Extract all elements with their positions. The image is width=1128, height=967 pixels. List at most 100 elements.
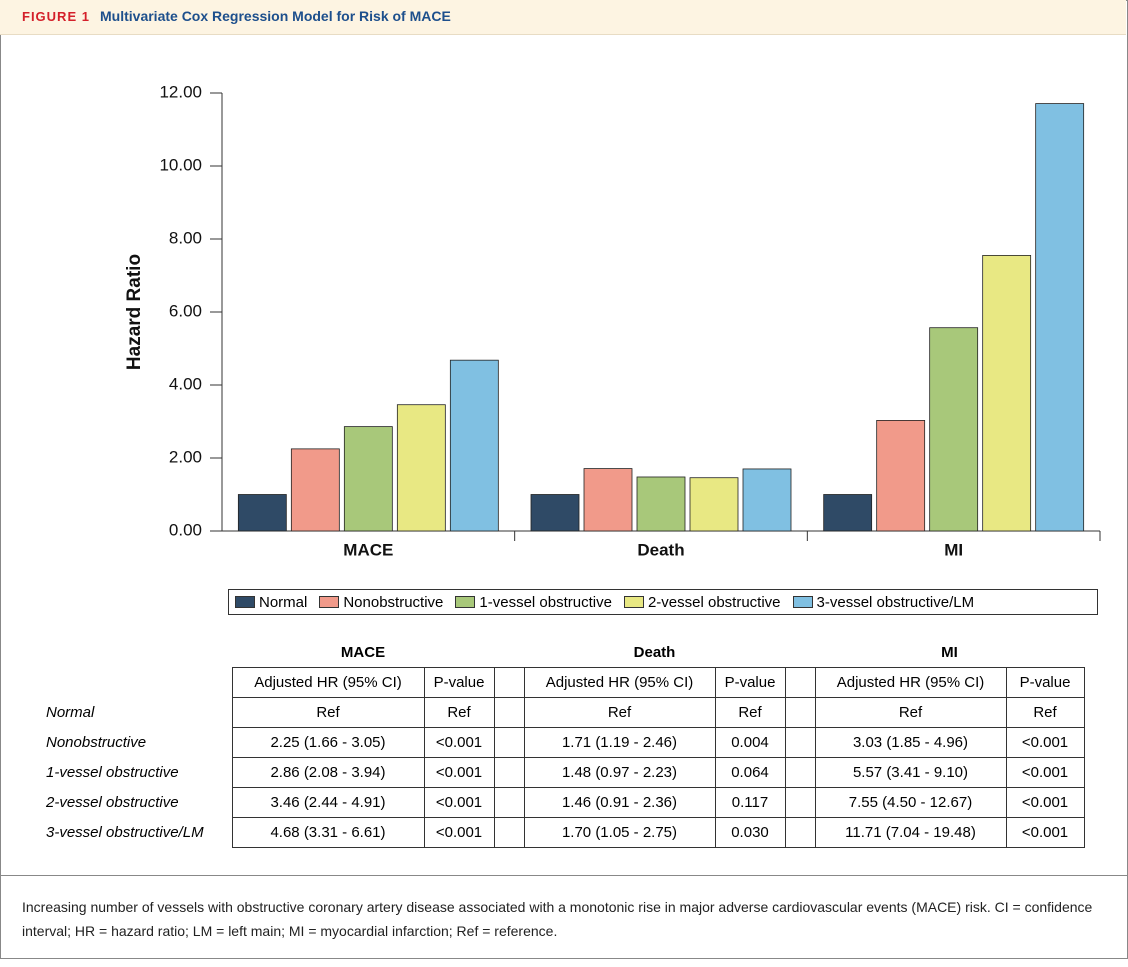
table-row: 3-vessel obstructive/LM 4.68 (3.31 - 6.61… xyxy=(40,817,1085,848)
spacer-cell xyxy=(784,727,816,758)
column-header: P-value xyxy=(423,667,495,698)
spacer-cell xyxy=(494,638,524,668)
y-tick-label: 4.00 xyxy=(169,374,202,393)
legend-label: 3-vessel obstructive/LM xyxy=(816,593,975,611)
spacer-cell xyxy=(784,817,816,848)
y-tick-label: 2.00 xyxy=(169,447,202,466)
bar xyxy=(689,477,739,532)
spacer-cell xyxy=(784,667,816,698)
table-cell: 2.25 (1.66 - 3.05) xyxy=(231,727,425,758)
spacer-cell xyxy=(40,638,232,668)
legend-item: 2-vessel obstructive xyxy=(623,593,781,611)
table-cell: <0.001 xyxy=(1005,757,1085,788)
bar xyxy=(290,448,340,532)
bar xyxy=(742,468,792,532)
figure-header: FIGURE 1 Multivariate Cox Regression Mod… xyxy=(0,0,1126,35)
table-cell: Ref xyxy=(523,697,716,728)
spacer-cell xyxy=(493,817,525,848)
table-cell: 1.48 (0.97 - 2.23) xyxy=(523,757,716,788)
bar xyxy=(929,327,979,532)
legend-item: Normal xyxy=(235,594,307,611)
figure-title: Multivariate Cox Regression Model for Ri… xyxy=(100,8,451,24)
table-row: 1-vessel obstructive 2.86 (2.08 - 3.94) <0… xyxy=(40,757,1085,788)
bar xyxy=(530,494,580,532)
table-cell: <0.001 xyxy=(1005,727,1085,758)
bar xyxy=(636,476,686,532)
table-cell: 3.46 (2.44 - 4.91) xyxy=(231,787,425,818)
figure-label: FIGURE 1 xyxy=(22,9,90,24)
table-row: Nonobstructive 2.25 (1.66 - 3.05) <0.001 1.… xyxy=(40,727,1085,758)
spacer-cell xyxy=(784,697,816,728)
table-cell: Ref xyxy=(1005,697,1085,728)
table-cell: 1.71 (1.19 - 2.46) xyxy=(523,727,716,758)
table-cell: Ref xyxy=(423,697,495,728)
spacer-cell xyxy=(493,757,525,788)
column-header: P-value xyxy=(1005,667,1085,698)
legend-swatch xyxy=(455,596,476,608)
spacer-cell xyxy=(493,697,525,728)
column-row: Adjusted HR (95% CI) P-value Adjusted HR (… xyxy=(40,667,1085,698)
group-row: MACE Death MI xyxy=(40,638,1084,668)
table-cell: <0.001 xyxy=(423,817,495,848)
legend-item: Nonobstructive xyxy=(319,594,443,611)
spacer-cell xyxy=(493,727,525,758)
legend-label: 2-vessel obstructive xyxy=(647,593,781,611)
y-axis-label: Hazard Ratio xyxy=(124,254,145,370)
legend-item: 1-vessel obstructive xyxy=(455,594,612,611)
table-cell: Ref xyxy=(714,697,786,728)
bar xyxy=(876,420,926,532)
table-cell: 0.004 xyxy=(714,727,786,758)
table-cell: <0.001 xyxy=(1005,817,1085,848)
row-label: 2-vessel obstructive xyxy=(46,794,179,811)
table-cell: 4.68 (3.31 - 6.61) xyxy=(231,817,425,848)
table-cell: 3.03 (1.85 - 4.96) xyxy=(814,727,1007,758)
y-tick-label: 0.00 xyxy=(169,520,202,539)
table-cell: <0.001 xyxy=(423,757,495,788)
legend: Normal Nonobstructive 1-vessel obstructive… xyxy=(228,589,1098,615)
legend-label: Nonobstructive xyxy=(343,593,444,611)
bar xyxy=(449,359,499,532)
x-tick-label: MACE xyxy=(343,540,393,559)
row-label: Normal xyxy=(46,704,95,721)
table-cell: <0.001 xyxy=(423,787,495,818)
table-cell: 0.064 xyxy=(714,757,786,788)
y-tick-label: 10.00 xyxy=(159,155,202,174)
group-header: Death xyxy=(633,644,676,661)
y-tick-label: 12.00 xyxy=(159,82,202,101)
group-header: MI xyxy=(941,644,958,661)
spacer-cell xyxy=(784,787,816,818)
x-tick-label: Death xyxy=(637,540,684,559)
table-cell: 0.117 xyxy=(714,787,786,818)
row-label: 3-vessel obstructive/LM xyxy=(46,824,204,841)
table-cell: <0.001 xyxy=(423,727,495,758)
table-cell: Ref xyxy=(231,697,425,728)
spacer-cell xyxy=(40,668,232,698)
bar xyxy=(343,426,393,532)
chart: Hazard Ratio 0.00 2.00 4.00 6.00 8.00 10.00 12… xyxy=(124,82,1101,559)
table-cell: <0.001 xyxy=(1005,787,1085,818)
table-row: Normal Ref Ref Ref Ref Ref Ref xyxy=(40,697,1085,728)
y-tick-label: 8.00 xyxy=(169,228,202,247)
caption: Increasing number of vessels with obstru… xyxy=(22,899,1093,939)
bar xyxy=(823,494,873,532)
legend-label: 1-vessel obstructive xyxy=(479,593,612,611)
legend-swatch xyxy=(235,596,255,608)
table-cell: 0.030 xyxy=(714,817,786,848)
table-cell: 5.57 (3.41 - 9.10) xyxy=(814,757,1007,788)
spacer-cell xyxy=(493,667,525,698)
table-cell: 2.86 (2.08 - 3.94) xyxy=(231,757,425,788)
bar xyxy=(1035,103,1085,532)
row-label: Nonobstructive xyxy=(46,734,147,751)
column-header: Adjusted HR (95% CI) xyxy=(814,667,1007,698)
table-cell: Ref xyxy=(814,697,1007,728)
spacer-cell xyxy=(493,787,525,818)
group-header: MACE xyxy=(340,644,386,661)
table-cell: 1.70 (1.05 - 2.75) xyxy=(523,817,716,848)
legend-item: 3-vessel obstructive/LM xyxy=(792,593,975,611)
table-row: 2-vessel obstructive 3.46 (2.44 - 4.91) <0… xyxy=(40,787,1085,818)
bar xyxy=(396,404,446,532)
column-header: Adjusted HR (95% CI) xyxy=(231,667,425,698)
legend-swatch xyxy=(319,596,340,608)
bar xyxy=(583,468,633,532)
